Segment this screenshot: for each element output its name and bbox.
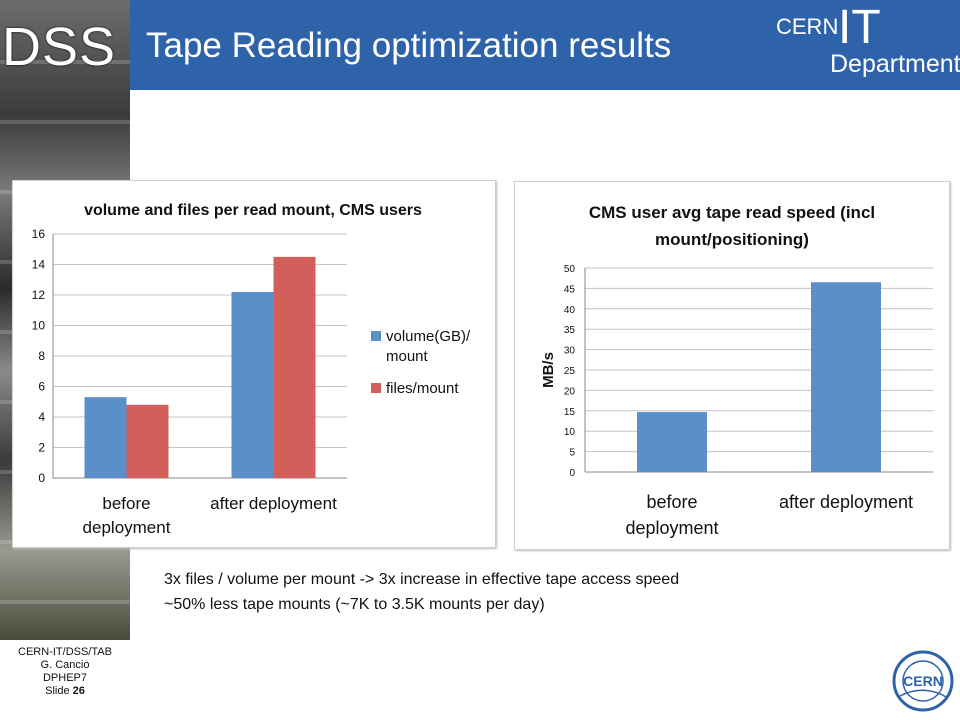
- x-category-label: before: [102, 494, 150, 513]
- y-tick-label: 12: [32, 288, 46, 302]
- note-line-2: ~50% less tape mounts (~7K to 3.5K mount…: [164, 596, 545, 613]
- legend-label: volume(GB)/: [386, 328, 471, 345]
- y-tick-label: 4: [38, 410, 45, 424]
- y-tick-label: 45: [564, 284, 576, 295]
- chart-read-speed-svg: CMS user avg tape read speed (incl mount/…: [540, 203, 933, 538]
- bar-files-2: [273, 256, 316, 478]
- footer-info: CERN-IT/DSS/TAB G. Cancio DPHEP7 Slide 2…: [0, 646, 130, 698]
- brand-department: Department: [830, 50, 960, 78]
- chart-title: mount/positioning): [655, 230, 809, 249]
- slide-title: Tape Reading optimization results: [146, 26, 672, 65]
- bar-volume-2: [231, 291, 274, 478]
- footer-line-3: DPHEP7: [42, 672, 88, 684]
- dss-badge: DSS: [2, 17, 117, 77]
- x-category-label: after deployment: [779, 492, 913, 512]
- brand-it: IT: [838, 1, 881, 54]
- y-tick-label: 10: [564, 427, 576, 438]
- footer-slide-label: Slide: [45, 685, 70, 697]
- y-tick-label: 20: [564, 386, 576, 397]
- chart-volume-files-svg: volume and files per read mount, CMS use…: [32, 202, 471, 537]
- bar-speed-2: [811, 282, 881, 472]
- y-tick-label: 14: [32, 258, 46, 272]
- x-category-label: deployment: [83, 518, 171, 537]
- y-tick-label: 30: [564, 346, 576, 357]
- chart-title: volume and files per read mount, CMS use…: [84, 202, 422, 219]
- note-line-1: 3x files / volume per mount -> 3x increa…: [164, 571, 680, 588]
- y-tick-label: 0: [569, 468, 575, 479]
- bar-speed-1: [637, 412, 707, 472]
- footer-slide-number: 26: [72, 685, 85, 697]
- header-bar: [130, 0, 960, 90]
- cern-logo-icon: CERN: [892, 650, 954, 712]
- y-tick-label: 16: [32, 227, 46, 241]
- y-tick-label: 6: [38, 380, 45, 394]
- chart-volume-files: volume and files per read mount, CMS use…: [12, 180, 496, 548]
- x-category-label: deployment: [625, 518, 718, 538]
- footer-slide: Slide 26: [0, 685, 130, 698]
- bar-volume-1: [84, 397, 127, 478]
- y-tick-label: 50: [564, 264, 576, 275]
- legend-label: files/mount: [386, 380, 459, 397]
- chart-read-speed: CMS user avg tape read speed (incl mount/…: [514, 181, 950, 550]
- y-tick-label: 35: [564, 325, 576, 336]
- y-axis-label: MB/s: [540, 352, 557, 388]
- x-category-label: before: [646, 492, 697, 512]
- y-tick-label: 40: [564, 305, 576, 316]
- bar-files-1: [126, 404, 169, 478]
- y-tick-label: 2: [38, 441, 45, 455]
- y-tick-label: 5: [569, 448, 575, 459]
- legend-swatch: [371, 383, 381, 393]
- y-tick-label: 25: [564, 366, 576, 377]
- legend-swatch: [371, 331, 381, 341]
- chart-title: CMS user avg tape read speed (incl: [589, 203, 875, 222]
- logo-text: CERN: [903, 673, 943, 689]
- footer-line-2: G. Cancio: [40, 659, 90, 671]
- y-tick-label: 8: [38, 349, 45, 363]
- y-tick-label: 0: [38, 471, 45, 485]
- y-tick-label: 15: [564, 407, 576, 418]
- legend-label: mount: [386, 348, 429, 365]
- x-category-label: after deployment: [210, 494, 337, 513]
- y-tick-label: 10: [32, 319, 46, 333]
- brand-cern: CERN: [776, 14, 839, 39]
- footer-line-1: CERN-IT/DSS/TAB: [18, 646, 112, 658]
